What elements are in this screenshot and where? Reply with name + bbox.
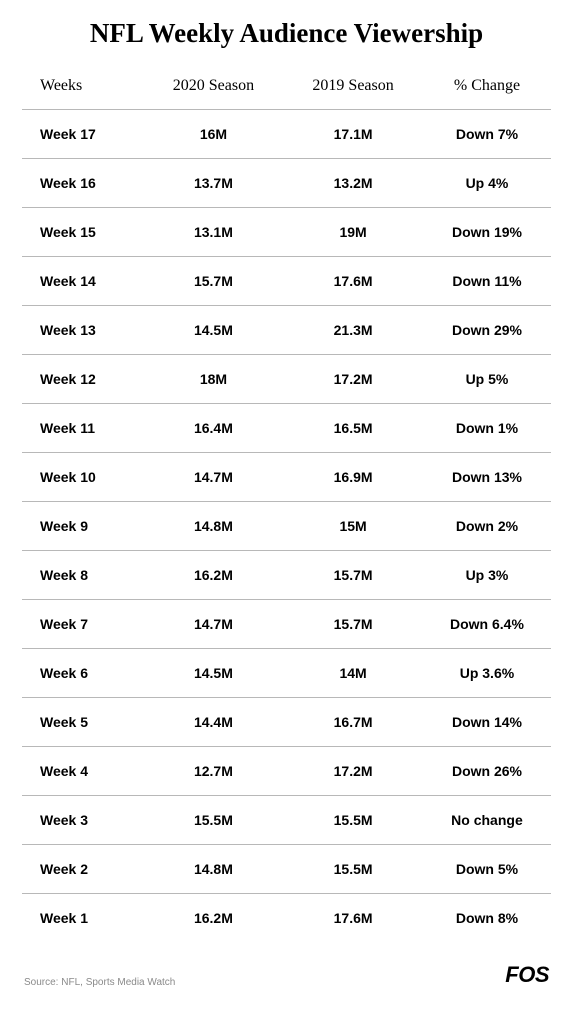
source-text: Source: NFL, Sports Media Watch <box>24 977 175 988</box>
cell-2019: 13.2M <box>283 159 423 208</box>
cell-change: Down 19% <box>423 208 551 257</box>
table-row: Week 914.8M15MDown 2% <box>22 502 551 551</box>
cell-2019: 17.1M <box>283 110 423 159</box>
table-row: Week 714.7M15.7MDown 6.4% <box>22 600 551 649</box>
table-row: Week 514.4M16.7MDown 14% <box>22 698 551 747</box>
cell-2020: 14.5M <box>144 306 284 355</box>
cell-change: Down 29% <box>423 306 551 355</box>
cell-week: Week 3 <box>22 796 144 845</box>
cell-2020: 14.8M <box>144 502 284 551</box>
cell-2020: 14.7M <box>144 600 284 649</box>
table-body: Week 1716M17.1MDown 7%Week 1613.7M13.2MU… <box>22 110 551 943</box>
table-row: Week 1513.1M19MDown 19% <box>22 208 551 257</box>
cell-change: Down 11% <box>423 257 551 306</box>
cell-2020: 16M <box>144 110 284 159</box>
cell-change: Up 5% <box>423 355 551 404</box>
col-header-change: % Change <box>423 65 551 110</box>
cell-2020: 16.4M <box>144 404 284 453</box>
cell-week: Week 9 <box>22 502 144 551</box>
cell-change: Down 1% <box>423 404 551 453</box>
cell-week: Week 6 <box>22 649 144 698</box>
cell-week: Week 8 <box>22 551 144 600</box>
table-row: Week 816.2M15.7MUp 3% <box>22 551 551 600</box>
cell-2019: 15.5M <box>283 796 423 845</box>
cell-2020: 13.1M <box>144 208 284 257</box>
cell-change: No change <box>423 796 551 845</box>
cell-2020: 16.2M <box>144 894 284 943</box>
table-row: Week 1218M17.2MUp 5% <box>22 355 551 404</box>
cell-week: Week 14 <box>22 257 144 306</box>
table-title: NFL Weekly Audience Viewership <box>22 18 551 49</box>
cell-change: Down 8% <box>423 894 551 943</box>
cell-change: Down 2% <box>423 502 551 551</box>
cell-2019: 15M <box>283 502 423 551</box>
cell-week: Week 7 <box>22 600 144 649</box>
cell-change: Down 13% <box>423 453 551 502</box>
table-row: Week 412.7M17.2MDown 26% <box>22 747 551 796</box>
table-row: Week 1116.4M16.5MDown 1% <box>22 404 551 453</box>
table-row: Week 214.8M15.5MDown 5% <box>22 845 551 894</box>
table-row: Week 1716M17.1MDown 7% <box>22 110 551 159</box>
table-row: Week 1613.7M13.2MUp 4% <box>22 159 551 208</box>
cell-week: Week 5 <box>22 698 144 747</box>
cell-2020: 14.4M <box>144 698 284 747</box>
cell-2019: 17.2M <box>283 747 423 796</box>
table-row: Week 1014.7M16.9MDown 13% <box>22 453 551 502</box>
cell-week: Week 16 <box>22 159 144 208</box>
table-row: Week 614.5M14MUp 3.6% <box>22 649 551 698</box>
cell-2019: 15.5M <box>283 845 423 894</box>
cell-2020: 14.7M <box>144 453 284 502</box>
cell-2019: 16.5M <box>283 404 423 453</box>
cell-week: Week 12 <box>22 355 144 404</box>
col-header-2019: 2019 Season <box>283 65 423 110</box>
cell-change: Down 7% <box>423 110 551 159</box>
cell-2019: 15.7M <box>283 551 423 600</box>
cell-2019: 16.9M <box>283 453 423 502</box>
table-header-row: Weeks 2020 Season 2019 Season % Change <box>22 65 551 110</box>
cell-2020: 15.7M <box>144 257 284 306</box>
cell-week: Week 2 <box>22 845 144 894</box>
cell-2019: 17.6M <box>283 257 423 306</box>
cell-week: Week 4 <box>22 747 144 796</box>
cell-change: Down 5% <box>423 845 551 894</box>
cell-2020: 14.8M <box>144 845 284 894</box>
table-row: Week 1415.7M17.6MDown 11% <box>22 257 551 306</box>
cell-change: Up 3.6% <box>423 649 551 698</box>
col-header-2020: 2020 Season <box>144 65 284 110</box>
cell-week: Week 11 <box>22 404 144 453</box>
cell-2020: 14.5M <box>144 649 284 698</box>
cell-2020: 13.7M <box>144 159 284 208</box>
cell-change: Down 14% <box>423 698 551 747</box>
cell-2019: 16.7M <box>283 698 423 747</box>
cell-change: Up 4% <box>423 159 551 208</box>
cell-week: Week 10 <box>22 453 144 502</box>
table-row: Week 1314.5M21.3MDown 29% <box>22 306 551 355</box>
cell-2019: 17.6M <box>283 894 423 943</box>
cell-week: Week 1 <box>22 894 144 943</box>
cell-change: Down 6.4% <box>423 600 551 649</box>
cell-2020: 15.5M <box>144 796 284 845</box>
cell-2019: 17.2M <box>283 355 423 404</box>
cell-week: Week 15 <box>22 208 144 257</box>
cell-week: Week 13 <box>22 306 144 355</box>
cell-change: Down 26% <box>423 747 551 796</box>
fos-logo: FOS <box>505 962 549 988</box>
cell-2019: 14M <box>283 649 423 698</box>
table-row: Week 315.5M15.5MNo change <box>22 796 551 845</box>
cell-2020: 12.7M <box>144 747 284 796</box>
cell-week: Week 17 <box>22 110 144 159</box>
footer: Source: NFL, Sports Media Watch FOS <box>22 962 551 988</box>
cell-2020: 18M <box>144 355 284 404</box>
cell-2019: 15.7M <box>283 600 423 649</box>
cell-change: Up 3% <box>423 551 551 600</box>
col-header-weeks: Weeks <box>22 65 144 110</box>
table-row: Week 116.2M17.6MDown 8% <box>22 894 551 943</box>
cell-2019: 19M <box>283 208 423 257</box>
cell-2019: 21.3M <box>283 306 423 355</box>
cell-2020: 16.2M <box>144 551 284 600</box>
viewership-table: Weeks 2020 Season 2019 Season % Change W… <box>22 65 551 942</box>
